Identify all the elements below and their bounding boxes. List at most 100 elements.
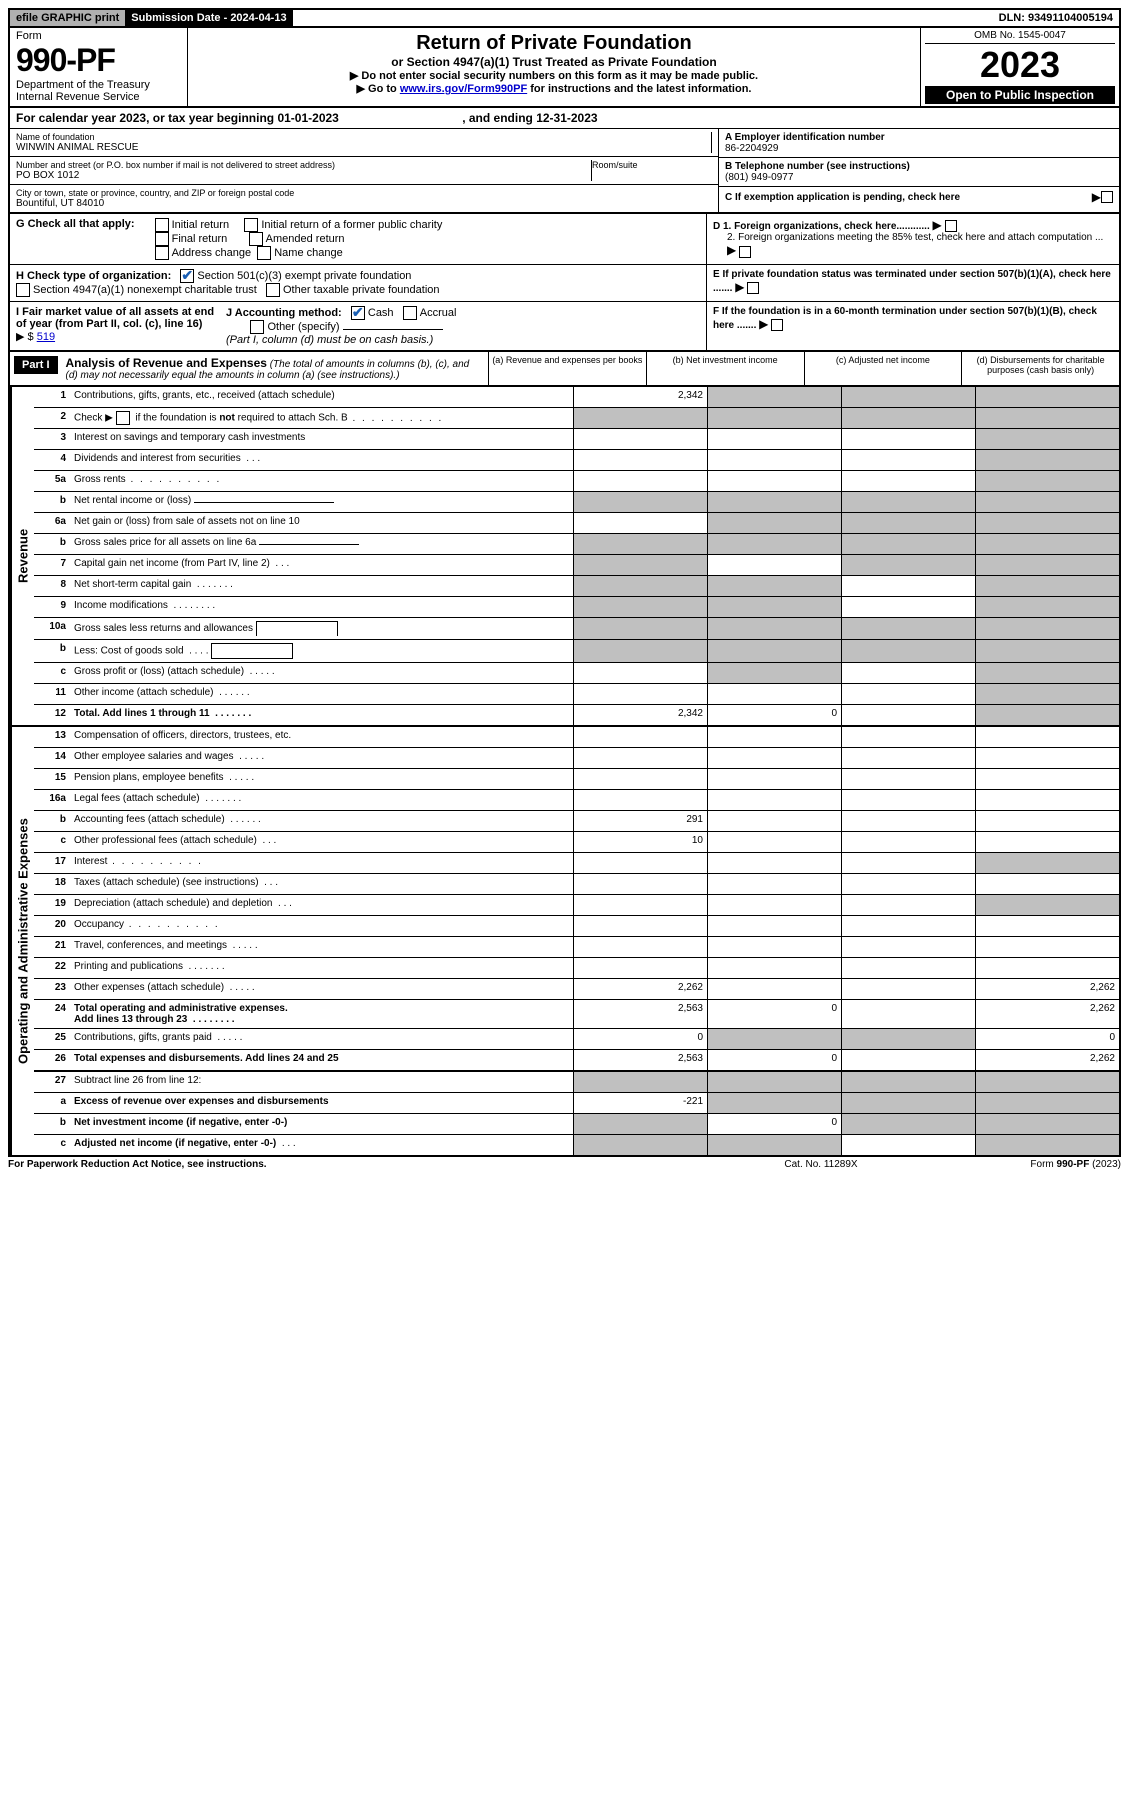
form-label: Form [16, 30, 181, 42]
irs-label: Internal Revenue Service [16, 91, 181, 103]
h-label: H Check type of organization: [16, 270, 171, 282]
line-27a-a: -221 [573, 1093, 707, 1113]
line-12-desc: Total. Add lines 1 through 11 . . . . . … [72, 705, 573, 725]
line-16c-a: 10 [573, 832, 707, 852]
line-27a-desc: Excess of revenue over expenses and disb… [72, 1093, 573, 1113]
line-23-d: 2,262 [975, 979, 1119, 999]
amended-checkbox[interactable] [249, 232, 263, 246]
form990pf-link[interactable]: www.irs.gov/Form990PF [400, 83, 527, 95]
check-h-row: H Check type of organization: Section 50… [8, 265, 1121, 302]
arrow-icon: ▶ [759, 317, 768, 331]
line-1-a: 2,342 [573, 387, 707, 407]
line-10c-desc: Gross profit or (loss) (attach schedule)… [72, 663, 573, 683]
line-20-desc: Occupancy [72, 916, 573, 936]
paperwork-notice: For Paperwork Reduction Act Notice, see … [8, 1159, 721, 1170]
line-17-desc: Interest [72, 853, 573, 873]
line-14-desc: Other employee salaries and wages . . . … [72, 748, 573, 768]
d1-label: D 1. Foreign organizations, check here..… [713, 221, 930, 232]
line-10b-desc: Less: Cost of goods sold . . . . [72, 640, 573, 662]
address-change-checkbox[interactable] [155, 246, 169, 260]
line-23-desc: Other expenses (attach schedule) . . . .… [72, 979, 573, 999]
line-6a-desc: Net gain or (loss) from sale of assets n… [72, 513, 573, 533]
col-a-header: (a) Revenue and expenses per books [488, 352, 646, 385]
line-1-desc: Contributions, gifts, grants, etc., rece… [72, 387, 573, 407]
name-label: Name of foundation [16, 132, 711, 142]
e-checkbox[interactable] [747, 282, 759, 294]
check-ij-row: I Fair market value of all assets at end… [8, 302, 1121, 352]
efile-label: efile GRAPHIC print [10, 10, 125, 26]
line-24-b: 0 [707, 1000, 841, 1028]
exemption-pending-label: C If exemption application is pending, c… [725, 192, 1092, 203]
line-21-desc: Travel, conferences, and meetings . . . … [72, 937, 573, 957]
line-25-d: 0 [975, 1029, 1119, 1049]
line-6b-desc: Gross sales price for all assets on line… [72, 534, 573, 554]
j-note: (Part I, column (d) must be on cash basi… [226, 334, 433, 346]
page-footer: For Paperwork Reduction Act Notice, see … [8, 1157, 1121, 1170]
final-return-checkbox[interactable] [155, 232, 169, 246]
initial-return-checkbox[interactable] [155, 218, 169, 232]
f-checkbox[interactable] [771, 319, 783, 331]
line-16a-desc: Legal fees (attach schedule) . . . . . .… [72, 790, 573, 810]
arrow-icon: ▶ [933, 218, 942, 232]
address: PO BOX 1012 [16, 170, 591, 181]
city-state-zip: Bountiful, UT 84010 [16, 198, 712, 209]
tax-year: 2023 [925, 44, 1115, 86]
foundation-name: WINWIN ANIMAL RESCUE [16, 142, 711, 153]
sch-b-checkbox[interactable] [116, 411, 130, 425]
line-13-desc: Compensation of officers, directors, tru… [72, 727, 573, 747]
line-16b-desc: Accounting fees (attach schedule) . . . … [72, 811, 573, 831]
line-25-desc: Contributions, gifts, grants paid . . . … [72, 1029, 573, 1049]
exemption-checkbox[interactable] [1101, 191, 1113, 203]
revenue-label: Revenue [10, 387, 34, 725]
room-label: Room/suite [592, 160, 712, 170]
name-change-checkbox[interactable] [257, 246, 271, 260]
form-header: Form 990-PF Department of the Treasury I… [8, 28, 1121, 108]
info-grid: Name of foundation WINWIN ANIMAL RESCUE … [8, 129, 1121, 214]
arrow-icon: ▶ [735, 280, 744, 294]
line-22-desc: Printing and publications . . . . . . . [72, 958, 573, 978]
line-12-b: 0 [707, 705, 841, 725]
dln: DLN: 93491104005194 [993, 10, 1119, 26]
initial-former-checkbox[interactable] [244, 218, 258, 232]
accrual-checkbox[interactable] [403, 306, 417, 320]
col-b-header: (b) Net investment income [646, 352, 804, 385]
line-3-desc: Interest on savings and temporary cash i… [72, 429, 573, 449]
j-label: J Accounting method: [226, 307, 342, 319]
line-9-desc: Income modifications . . . . . . . . [72, 597, 573, 617]
d1-checkbox[interactable] [945, 220, 957, 232]
4947-checkbox[interactable] [16, 283, 30, 297]
other-method-checkbox[interactable] [250, 320, 264, 334]
line-26-desc: Total expenses and disbursements. Add li… [72, 1050, 573, 1070]
i-label: I Fair market value of all assets at end… [16, 306, 214, 330]
d2-checkbox[interactable] [739, 246, 751, 258]
phone-value: (801) 949-0977 [725, 172, 1113, 183]
goto-note: ▶ Go to www.irs.gov/Form990PF for instru… [192, 82, 916, 95]
col-c-header: (c) Adjusted net income [804, 352, 962, 385]
cash-checkbox[interactable] [351, 306, 365, 320]
line-26-b: 0 [707, 1050, 841, 1070]
dept-treasury: Department of the Treasury [16, 79, 181, 91]
form-footer-label: Form 990-PF (2023) [921, 1159, 1121, 1170]
part1-title: Analysis of Revenue and Expenses [66, 356, 267, 370]
col-d-header: (d) Disbursements for charitable purpose… [961, 352, 1119, 385]
line-24-a: 2,563 [573, 1000, 707, 1028]
line-2-desc: Check ▶ if the foundation is not require… [72, 408, 573, 428]
line-7-desc: Capital gain net income (from Part IV, l… [72, 555, 573, 575]
line-18-desc: Taxes (attach schedule) (see instruction… [72, 874, 573, 894]
line-26-a: 2,563 [573, 1050, 707, 1070]
cat-number: Cat. No. 11289X [721, 1159, 921, 1170]
line-27c-desc: Adjusted net income (if negative, enter … [72, 1135, 573, 1155]
expenses-label: Operating and Administrative Expenses [10, 727, 34, 1155]
expenses-section: Operating and Administrative Expenses 13… [8, 727, 1121, 1157]
line-4-desc: Dividends and interest from securities .… [72, 450, 573, 470]
line-5a-desc: Gross rents [72, 471, 573, 491]
fmv-link[interactable]: 519 [37, 331, 55, 343]
form-number: 990-PF [16, 42, 181, 79]
revenue-section: Revenue 1Contributions, gifts, grants, e… [8, 387, 1121, 727]
501c3-checkbox[interactable] [180, 269, 194, 283]
part1-label: Part I [14, 356, 58, 374]
line-24-desc: Total operating and administrative expen… [72, 1000, 573, 1028]
line-16c-desc: Other professional fees (attach schedule… [72, 832, 573, 852]
line-19-desc: Depreciation (attach schedule) and deple… [72, 895, 573, 915]
other-taxable-checkbox[interactable] [266, 283, 280, 297]
